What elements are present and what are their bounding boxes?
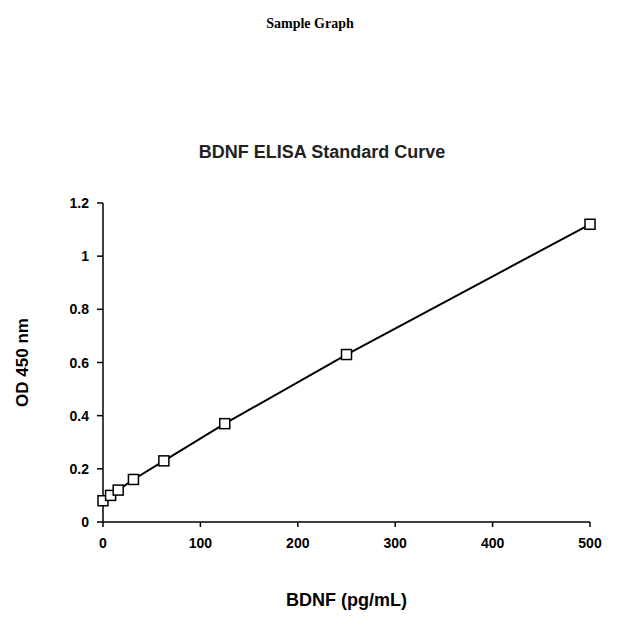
x-tick	[589, 522, 591, 527]
y-tick	[97, 468, 103, 470]
y-tick	[97, 255, 103, 257]
x-tick	[394, 522, 396, 527]
x-tick-label: 0	[99, 535, 107, 551]
x-tick-label: 400	[481, 535, 505, 551]
chart-root: Sample Graph BDNF ELISA Standard Curve 0 0.…	[0, 0, 620, 641]
x-tick	[102, 522, 104, 527]
y-tick	[97, 521, 103, 523]
y-tick	[97, 309, 103, 311]
x-tick-label: 300	[384, 535, 408, 551]
x-tick	[492, 522, 494, 527]
data-point	[585, 219, 595, 229]
x-tick-label: 100	[189, 535, 213, 551]
data-group	[98, 219, 595, 505]
data-point	[159, 456, 169, 466]
x-tick	[297, 522, 299, 527]
x-tick-label: 500	[578, 535, 602, 551]
x-tick	[200, 522, 202, 527]
y-tick-label: 0.8	[70, 301, 90, 317]
y-tick-label: 0.2	[70, 461, 90, 477]
x-axis-line	[103, 521, 590, 523]
x-tick-label: 200	[286, 535, 310, 551]
y-tick	[97, 362, 103, 364]
data-point	[220, 419, 230, 429]
y-tick-label: 0.6	[70, 355, 90, 371]
data-point	[128, 474, 138, 484]
y-tick-label: 0	[81, 514, 89, 530]
title: BDNF ELISA Standard Curve	[199, 142, 445, 162]
y-axis-title: OD 450 nm	[13, 318, 32, 407]
y-tick	[97, 415, 103, 417]
data-point	[342, 350, 352, 360]
data-point	[113, 485, 123, 495]
x-axis-title: BDNF (pg/mL)	[286, 590, 407, 610]
data-line	[103, 224, 590, 500]
y-tick-label: 1	[81, 248, 89, 264]
y-tick-label: 0.4	[70, 408, 90, 424]
subtitle: Sample Graph	[266, 16, 354, 31]
y-tick-label: 1.2	[70, 195, 90, 211]
y-tick	[97, 202, 103, 204]
